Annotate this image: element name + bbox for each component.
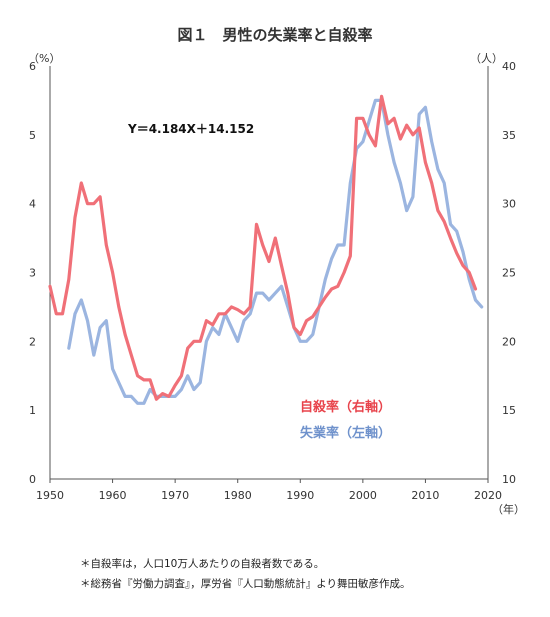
right-tick-label: 20	[502, 335, 516, 348]
legend-unemployment-rate: 失業率（左軸）	[300, 425, 391, 441]
unemployment-rate-line	[67, 98, 484, 405]
x-ticks: 1950 1960 1970 1980 1990 2000 2010 2020	[36, 479, 502, 502]
left-tick-label: 6	[29, 60, 36, 73]
x-tick-label: 1950	[36, 489, 64, 502]
legend-suicide-rate: 自殺率（右軸）	[300, 399, 391, 415]
right-tick-label: 30	[502, 198, 516, 211]
x-tick-label: 2020	[474, 489, 502, 502]
x-tick-label: 1990	[286, 489, 314, 502]
left-axis-unit: （%）	[28, 52, 60, 65]
suicide-rate-line	[48, 94, 478, 401]
right-axis-unit: （人）	[470, 52, 503, 65]
regression-equation: Y＝4.184X＋14.152	[127, 122, 254, 136]
x-axis-unit: （年）	[492, 502, 525, 516]
note-sources: ＊総務省『労働力調査』，厚労省『人口動態統計』より舞田敏彦作成。	[80, 578, 411, 590]
x-tick-label: 2010	[411, 489, 439, 502]
right-tick-label: 40	[502, 60, 516, 73]
right-tick-label: 35	[502, 129, 516, 142]
right-tick-label: 15	[502, 404, 516, 417]
right-tick-label: 25	[502, 267, 516, 280]
left-tick-label: 5	[29, 129, 36, 142]
x-tick-label: 1980	[224, 489, 252, 502]
x-tick-label: 1970	[161, 489, 189, 502]
x-tick-label: 1960	[99, 489, 127, 502]
note-suicide-definition: ＊自殺率は，人口10万人あたりの自殺者数である。	[80, 558, 325, 570]
left-tick-label: 1	[29, 404, 36, 417]
x-tick-label: 2000	[349, 489, 377, 502]
chart: 図１ 男性の失業率と自殺率 （%） （人） （年） 1950 1960 1970 19…	[28, 26, 525, 516]
chart-title: 図１ 男性の失業率と自殺率	[177, 26, 372, 44]
right-tick-label: 10	[502, 473, 516, 486]
left-tick-label: 4	[29, 198, 36, 211]
left-tick-label: 0	[29, 473, 36, 486]
right-ticks: 10 15 20 25 30 35 40	[502, 60, 516, 486]
left-ticks: 0 1 2 3 4 5 6	[29, 60, 36, 486]
series-lines	[48, 94, 484, 405]
left-tick-label: 3	[29, 267, 36, 280]
left-tick-label: 2	[29, 335, 36, 348]
